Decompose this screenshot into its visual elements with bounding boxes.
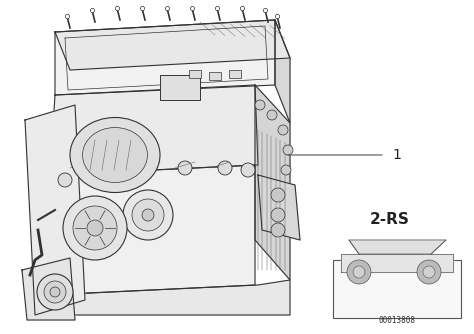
Circle shape: [271, 223, 285, 237]
Polygon shape: [349, 240, 446, 254]
Circle shape: [132, 199, 164, 231]
Circle shape: [417, 260, 441, 284]
Polygon shape: [25, 105, 85, 315]
Circle shape: [353, 266, 365, 278]
Circle shape: [44, 281, 66, 303]
Circle shape: [255, 100, 265, 110]
Circle shape: [281, 165, 291, 175]
Circle shape: [123, 190, 173, 240]
Circle shape: [267, 110, 277, 120]
Circle shape: [87, 220, 103, 236]
Circle shape: [63, 196, 127, 260]
Circle shape: [73, 206, 117, 250]
Circle shape: [241, 163, 255, 177]
Bar: [189, 70, 201, 78]
Circle shape: [98, 165, 112, 179]
Circle shape: [142, 209, 154, 221]
Polygon shape: [50, 165, 255, 295]
Circle shape: [271, 188, 285, 202]
Polygon shape: [255, 85, 290, 280]
Circle shape: [347, 260, 371, 284]
Polygon shape: [341, 254, 453, 272]
Circle shape: [37, 274, 73, 310]
Bar: [160, 75, 200, 100]
Polygon shape: [258, 175, 300, 240]
Circle shape: [178, 161, 192, 175]
Circle shape: [278, 125, 288, 135]
Polygon shape: [55, 20, 290, 70]
Circle shape: [271, 208, 285, 222]
Circle shape: [283, 145, 293, 155]
Bar: [209, 72, 221, 80]
Polygon shape: [275, 20, 290, 123]
Ellipse shape: [82, 128, 147, 182]
Circle shape: [218, 161, 232, 175]
Circle shape: [138, 161, 152, 175]
Circle shape: [58, 173, 72, 187]
Bar: [333, 260, 461, 318]
Polygon shape: [50, 85, 258, 175]
Circle shape: [423, 266, 435, 278]
Polygon shape: [55, 20, 275, 95]
Text: 1: 1: [392, 148, 401, 162]
Polygon shape: [22, 258, 75, 320]
Text: 2-RS: 2-RS: [370, 212, 410, 227]
Bar: [229, 70, 241, 78]
Polygon shape: [45, 280, 290, 315]
Ellipse shape: [70, 118, 160, 192]
Circle shape: [50, 287, 60, 297]
Text: 00013808: 00013808: [379, 316, 416, 325]
